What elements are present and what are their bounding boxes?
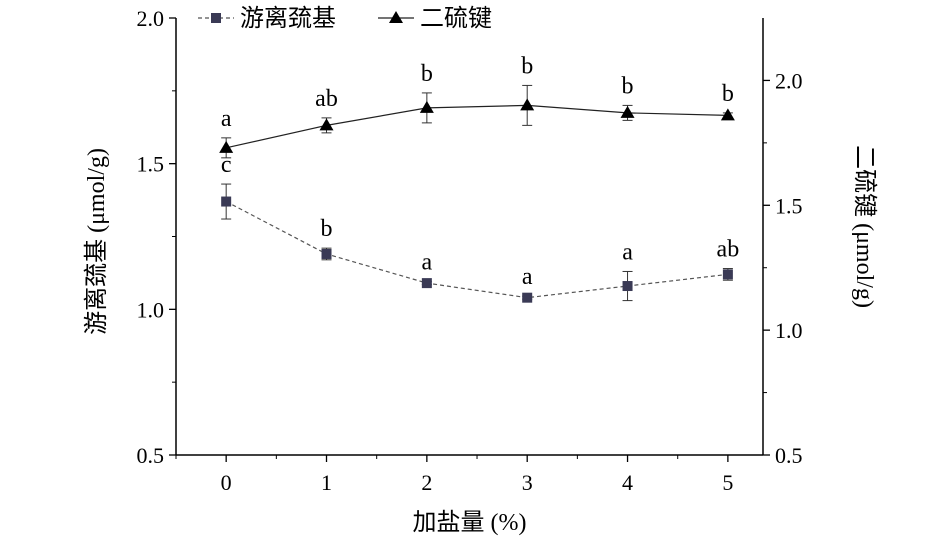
data-point bbox=[219, 140, 234, 153]
legend-label-0: 游离巯基 bbox=[240, 5, 336, 32]
data-point bbox=[520, 98, 535, 111]
labels-layer: c b a a a ab a ab b b b b bbox=[221, 53, 739, 290]
data-point bbox=[221, 196, 232, 207]
y-right-axis-title: 二硫键 (μmol/g) bbox=[851, 145, 878, 308]
axes: 0 1 2 3 4 5 0.5 1.0 1.5 2.0 0.5 1.0 1.5 2.0 bbox=[137, 6, 803, 495]
data-point bbox=[319, 118, 334, 131]
significance-label: b bbox=[321, 216, 333, 242]
y-right-tick-label: 0.5 bbox=[775, 443, 803, 468]
significance-label: a bbox=[422, 250, 433, 276]
y-left-tick-label: 2.0 bbox=[137, 6, 165, 31]
significance-label: ab bbox=[315, 86, 338, 112]
x-tick-label: 5 bbox=[722, 470, 733, 495]
y-left-tick-label: 0.5 bbox=[137, 443, 165, 468]
x-tick-label: 3 bbox=[522, 470, 533, 495]
x-axis-title: 加盐量 (%) bbox=[413, 509, 527, 536]
y-right-tick-label: 2.0 bbox=[775, 68, 803, 93]
y-left-axis-title: 游离巯基 (μmol/g) bbox=[83, 148, 110, 335]
x-tick-label: 2 bbox=[421, 470, 432, 495]
significance-label: a bbox=[522, 264, 533, 290]
x-tick-label: 4 bbox=[622, 470, 633, 495]
data-point bbox=[620, 105, 635, 118]
y-right-tick-label: 1.5 bbox=[775, 193, 803, 218]
y-right-tick-label: 1.0 bbox=[775, 318, 803, 343]
legend-marker-0 bbox=[211, 13, 221, 23]
significance-label: b bbox=[722, 81, 734, 107]
significance-label: b bbox=[521, 53, 533, 79]
series-line-1 bbox=[226, 104, 728, 149]
x-tick-label: 1 bbox=[321, 470, 332, 495]
data-point bbox=[421, 278, 432, 289]
significance-label: b bbox=[622, 73, 634, 99]
y-left-tick-label: 1.5 bbox=[137, 152, 165, 177]
significance-label: ab bbox=[717, 237, 740, 263]
data-point bbox=[419, 100, 434, 113]
significance-label: b bbox=[421, 61, 433, 87]
x-tick-label: 0 bbox=[221, 470, 232, 495]
data-point bbox=[722, 269, 733, 280]
legend-marker-1 bbox=[389, 11, 403, 23]
data-point bbox=[522, 292, 533, 303]
series-layer bbox=[219, 84, 735, 303]
y-left-tick-label: 1.0 bbox=[137, 297, 165, 322]
legend-label-1: 二硫键 bbox=[420, 5, 492, 32]
data-point bbox=[622, 281, 633, 292]
significance-label: c bbox=[221, 152, 232, 178]
series-line-0 bbox=[225, 201, 728, 299]
significance-label: a bbox=[622, 239, 633, 265]
data-point bbox=[720, 108, 735, 121]
legend: 游离巯基 二硫键 bbox=[198, 5, 492, 32]
data-point bbox=[321, 248, 332, 259]
significance-label: a bbox=[221, 106, 232, 132]
